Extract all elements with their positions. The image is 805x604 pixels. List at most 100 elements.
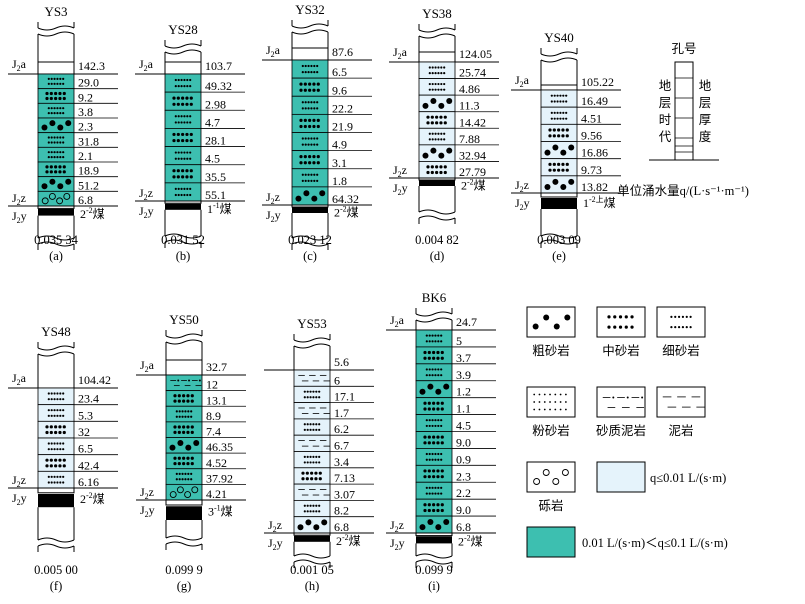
thickness-value: 32.7: [206, 360, 227, 374]
thickness-value: 31.8: [78, 134, 99, 148]
borehole-name: YS28: [168, 22, 198, 37]
pattern-coarse: [41, 120, 72, 131]
pattern-coarse: [169, 439, 200, 451]
layer-fine: [291, 168, 329, 188]
key-right-label: 地层厚度: [699, 79, 712, 144]
thickness-value: 124.05: [459, 47, 492, 61]
thickness-value: 1.7: [334, 406, 349, 420]
legend-swatch-fine: [656, 306, 706, 338]
thickness-value: 37.92: [206, 471, 233, 485]
layer-medium: [37, 88, 75, 104]
pattern-fine: [175, 472, 193, 481]
pattern-coarse: [544, 144, 575, 156]
thickness-value: 1.2: [456, 385, 471, 399]
pattern-fine: [174, 151, 192, 160]
layer-medium: [37, 454, 75, 472]
unit-water-inflow: 0.099 9: [415, 563, 453, 577]
pattern-medium: [423, 469, 444, 479]
pattern-coarse: [297, 519, 328, 531]
layer-medium: [415, 464, 453, 483]
pattern-fine: [303, 504, 321, 513]
pattern-fine: [47, 475, 65, 484]
layer-medium: [164, 91, 202, 111]
coal-seam-label: 2-2煤: [458, 533, 483, 548]
layer-fine: [164, 146, 202, 166]
stratum-mid-label: J2z: [139, 186, 153, 202]
thickness-value: 5.3: [78, 408, 93, 422]
legend-swatch-high: [526, 526, 576, 558]
borehole-ys3: YS3 J2a 142.3 29.09.23.82.331.82.118.951.26…: [8, 4, 118, 263]
pattern-mud: [298, 407, 330, 414]
thickness-value: 1.1: [456, 402, 471, 416]
pattern-coarse: [422, 97, 453, 109]
coal-seam: [541, 198, 577, 209]
thickness-value: 51.2: [78, 178, 99, 192]
stratum-bottom-label: J2y: [390, 536, 405, 552]
thickness-value: 87.6: [332, 45, 353, 59]
coal-seam: [419, 180, 455, 186]
thickness-value: 4.7: [205, 115, 220, 129]
thickness-value: 16.86: [581, 146, 608, 160]
layer-mud: [293, 434, 331, 452]
thickness-value: 5: [456, 334, 462, 348]
thickness-value: 9.6: [332, 83, 347, 97]
layer-medium: [37, 161, 75, 178]
pattern-sandymud: [602, 396, 645, 408]
stratum-mid-label: J2z: [266, 190, 280, 206]
borehole-ys48: YS48 J2a 104.42 23.4 5.3 32 6.5 42.4 6.16 J2z J2y 2…: [8, 324, 118, 593]
thickness-value: 2.1: [78, 149, 93, 163]
pattern-medium: [173, 456, 194, 466]
pattern-medium: [45, 91, 66, 101]
layer-fine: [165, 405, 203, 423]
stratum-mid-label: J2z: [515, 178, 529, 194]
thickness-value: 6.8: [456, 520, 471, 534]
borehole-name: YS50: [169, 312, 199, 327]
layer-fine: [293, 418, 331, 436]
thickness-value: 7.4: [206, 425, 221, 439]
stratum-bottom-label: J2y: [515, 196, 530, 212]
pattern-fine: [301, 137, 319, 146]
stratum-mid-label: J2z: [390, 518, 404, 534]
thickness-value: 14.42: [459, 115, 486, 129]
thickness-value: 3.7: [456, 351, 471, 365]
legend-swatch-low: [596, 461, 646, 493]
unit-water-inflow: 0.003 09: [537, 233, 581, 247]
key-title: 孔号: [671, 42, 696, 56]
pattern-fine: [425, 368, 443, 377]
legend-label-high: 0.01 L/(s·m)＜q≤0.1 L/(s·m): [582, 536, 728, 550]
thickness-value: 6.8: [334, 520, 349, 534]
pattern-fine: [428, 66, 446, 75]
legend-swatch-silt: [526, 386, 576, 418]
thickness-value: 4.52: [206, 456, 227, 470]
thickness-value: 29.0: [78, 76, 99, 90]
pattern-medium: [423, 350, 444, 360]
pattern-gravel: [169, 486, 199, 498]
pattern-medium: [173, 394, 194, 403]
layer-medium: [415, 346, 453, 365]
pattern-medium: [45, 425, 66, 435]
pattern-fine: [47, 136, 65, 144]
thickness-value: 2.2: [456, 486, 471, 500]
coal-seam: [166, 506, 202, 520]
layer-fine: [164, 73, 202, 93]
layer-fine: [37, 404, 75, 422]
layer-mud: [293, 369, 331, 387]
thickness-value: 7.13: [334, 471, 355, 485]
layer-sandymud: [165, 374, 203, 392]
pattern-coarse: [544, 178, 575, 190]
stratum-mid-label: J2z: [268, 518, 282, 534]
coal-seam: [416, 536, 452, 544]
unit-water-inflow: 0.099 9: [165, 563, 203, 577]
pattern-medium: [607, 315, 634, 329]
thickness-value: 8.2: [334, 504, 349, 518]
subfigure-caption: (e): [552, 249, 566, 263]
thickness-value: 142.3: [78, 59, 105, 73]
pattern-medium: [45, 458, 66, 468]
pattern-fine: [47, 77, 65, 85]
pattern-fine: [428, 82, 446, 91]
coal-seam-label: 2-2煤: [80, 491, 105, 506]
pattern-medium: [423, 401, 444, 411]
pattern-fine: [47, 392, 65, 401]
